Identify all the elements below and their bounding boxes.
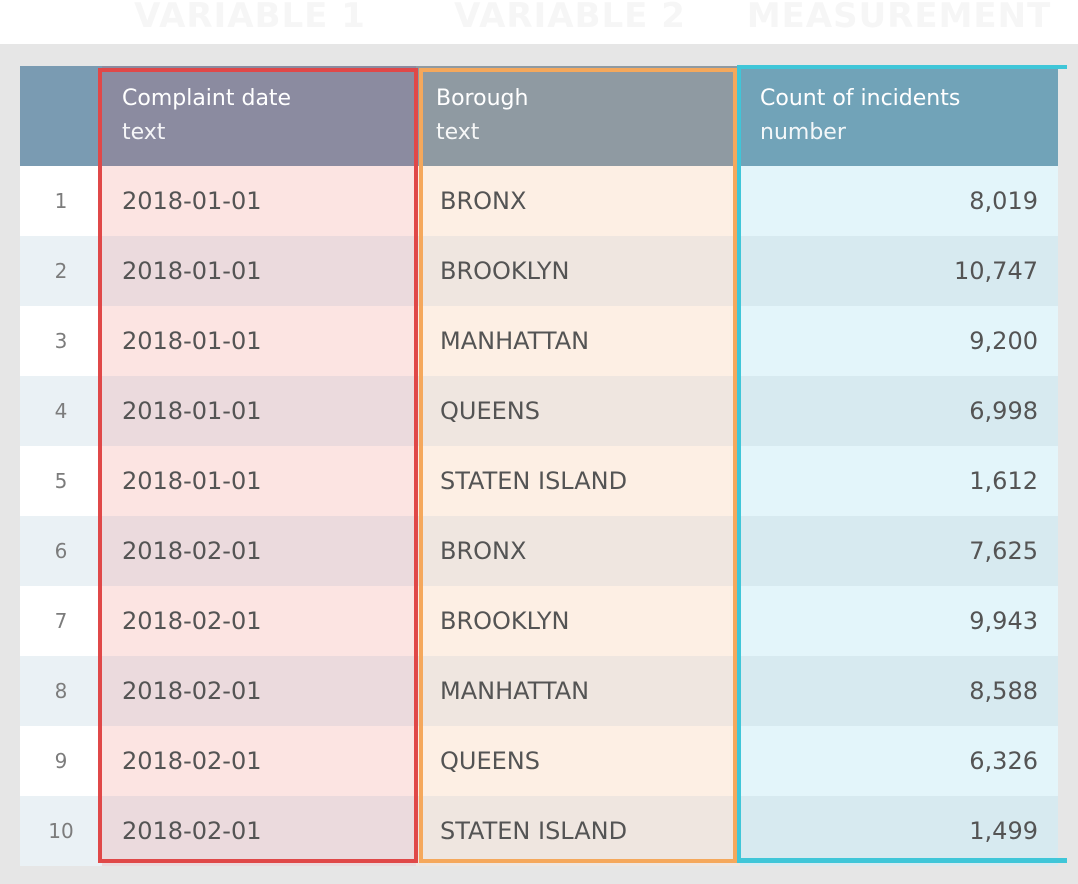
cell-borough: BRONX [416, 166, 740, 236]
cell-count-of-incidents: 9,943 [740, 586, 1058, 656]
role-label-measurement: MEASUREMENT [746, 0, 1052, 36]
table-row[interactable]: 4 2018-01-01 QUEENS 6,998 [20, 376, 1058, 446]
header-index [20, 66, 102, 166]
column-name: Borough [436, 86, 529, 111]
cell-count-of-incidents: 8,588 [740, 656, 1058, 726]
table-row[interactable]: 2 2018-01-01 BROOKLYN 10,747 [20, 236, 1058, 306]
cell-count-of-incidents: 9,200 [740, 306, 1058, 376]
cell-complaint-date: 2018-01-01 [102, 306, 416, 376]
role-label-variable-1: VARIABLE 1 [134, 0, 366, 36]
row-index: 3 [20, 306, 102, 376]
table-row[interactable]: 1 2018-01-01 BRONX 8,019 [20, 166, 1058, 236]
data-table: Complaint date text Borough text Count o… [20, 65, 1067, 866]
cell-borough: STATEN ISLAND [416, 796, 740, 866]
table-row[interactable]: 10 2018-02-01 STATEN ISLAND 1,499 [20, 796, 1058, 866]
column-name: Complaint date [122, 86, 292, 111]
cell-borough: STATEN ISLAND [416, 446, 740, 516]
header-count-of-incidents[interactable]: Count of incidents number [740, 66, 1058, 166]
column-type: number [760, 120, 846, 145]
role-label-variable-2: VARIABLE 2 [454, 0, 686, 36]
header-borough[interactable]: Borough text [416, 66, 740, 166]
cell-complaint-date: 2018-02-01 [102, 656, 416, 726]
row-index: 5 [20, 446, 102, 516]
table-row[interactable]: 5 2018-01-01 STATEN ISLAND 1,612 [20, 446, 1058, 516]
row-index: 4 [20, 376, 102, 446]
cell-count-of-incidents: 1,612 [740, 446, 1058, 516]
cell-complaint-date: 2018-01-01 [102, 446, 416, 516]
cell-count-of-incidents: 6,998 [740, 376, 1058, 446]
row-index: 8 [20, 656, 102, 726]
table-row[interactable]: 6 2018-02-01 BRONX 7,625 [20, 516, 1058, 586]
cell-count-of-incidents: 10,747 [740, 236, 1058, 306]
row-index: 7 [20, 586, 102, 656]
cell-complaint-date: 2018-02-01 [102, 796, 416, 866]
cell-complaint-date: 2018-02-01 [102, 586, 416, 656]
column-type: text [122, 120, 166, 145]
row-index: 1 [20, 166, 102, 236]
cell-borough: MANHATTAN [416, 656, 740, 726]
cell-count-of-incidents: 8,019 [740, 166, 1058, 236]
table-row[interactable]: 8 2018-02-01 MANHATTAN 8,588 [20, 656, 1058, 726]
cell-borough: QUEENS [416, 376, 740, 446]
row-index: 2 [20, 236, 102, 306]
cell-borough: BRONX [416, 516, 740, 586]
cell-borough: QUEENS [416, 726, 740, 796]
cell-borough: BROOKLYN [416, 236, 740, 306]
table-row[interactable]: 7 2018-02-01 BROOKLYN 9,943 [20, 586, 1058, 656]
cell-complaint-date: 2018-01-01 [102, 166, 416, 236]
table-row[interactable]: 9 2018-02-01 QUEENS 6,326 [20, 726, 1058, 796]
row-index: 10 [20, 796, 102, 866]
header-complaint-date[interactable]: Complaint date text [102, 66, 416, 166]
table-header: Complaint date text Borough text Count o… [20, 66, 1058, 166]
column-type: text [436, 120, 480, 145]
cell-count-of-incidents: 1,499 [740, 796, 1058, 866]
row-index: 9 [20, 726, 102, 796]
cell-count-of-incidents: 7,625 [740, 516, 1058, 586]
cell-count-of-incidents: 6,326 [740, 726, 1058, 796]
table-row[interactable]: 3 2018-01-01 MANHATTAN 9,200 [20, 306, 1058, 376]
cell-borough: BROOKLYN [416, 586, 740, 656]
cell-borough: MANHATTAN [416, 306, 740, 376]
cell-complaint-date: 2018-01-01 [102, 376, 416, 446]
column-name: Count of incidents [760, 86, 961, 111]
column-role-band: VARIABLE 1 VARIABLE 2 MEASUREMENT [0, 0, 1078, 44]
row-index: 6 [20, 516, 102, 586]
cell-complaint-date: 2018-01-01 [102, 236, 416, 306]
cell-complaint-date: 2018-02-01 [102, 516, 416, 586]
cell-complaint-date: 2018-02-01 [102, 726, 416, 796]
